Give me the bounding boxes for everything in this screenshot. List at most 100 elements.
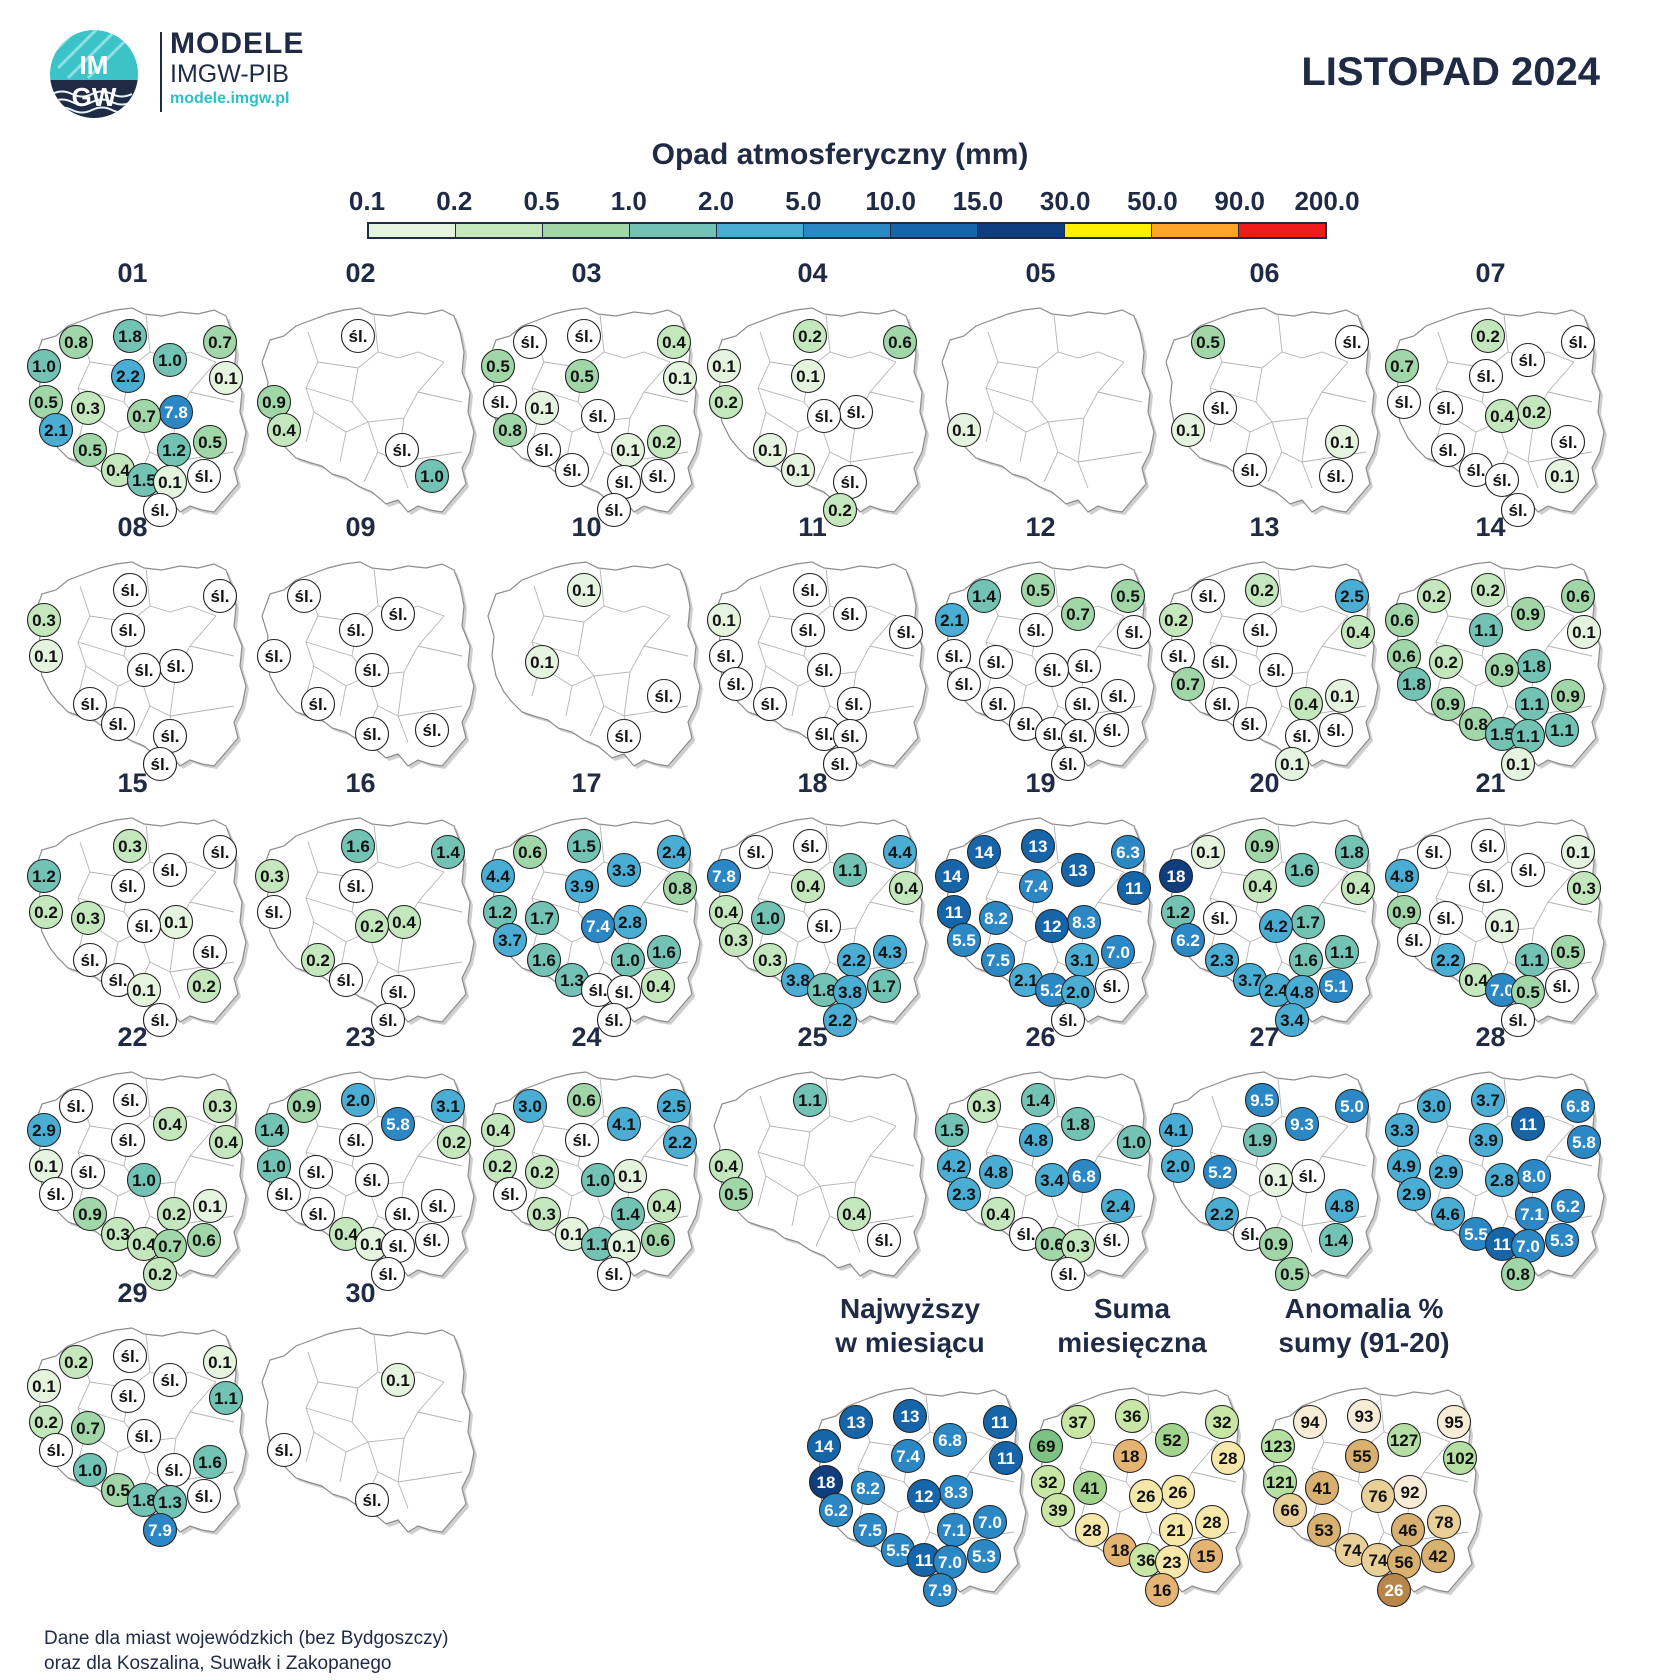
station-marker [750,900,786,936]
station-value-label: 0.5 [724,1185,748,1204]
station-value-label: 0.5 [1280,1265,1304,1284]
station-marker [882,324,918,360]
voivodeship-border [1321,391,1367,403]
station-marker [1020,1082,1056,1118]
station-marker [208,1380,244,1416]
station-value-label: 0.1 [34,1157,58,1176]
day-label: 09 [345,512,376,542]
station-value-label: śl. [841,605,860,624]
station-marker [192,1444,228,1480]
station-value-label: 0.4 [796,877,820,896]
station-value-label: 0.8 [668,879,692,898]
station-marker [1500,1256,1536,1292]
station-marker [1470,572,1506,608]
voivodeship-border [145,567,151,607]
station-value-label: śl. [1059,755,1078,774]
station-marker [338,612,374,648]
station-value-label: 5.8 [386,1115,410,1134]
station-marker [192,424,228,460]
station-value-label: 0.1 [1566,843,1590,862]
station-marker [1340,614,1376,650]
station-value-label: 1.0 [1122,1133,1146,1152]
station-value-label: śl. [1405,931,1424,950]
station-marker [882,834,918,870]
station-marker [1274,1002,1310,1038]
day-panel: 14 0.6 0.2 0.2 0.9 0.6 0.1 0.6 0.2 1.1 1.8 1.8 0.9 0.… [1378,512,1607,782]
station-value-label: 55 [1353,1447,1372,1466]
voivodeship-border [1281,451,1303,463]
station-value-label: 0.4 [106,461,130,480]
station-value-label: 95 [1445,1413,1464,1432]
station-value-label: 11 [915,1551,933,1570]
station-value-label: śl. [1299,1167,1318,1186]
station-value-label: śl. [265,903,284,922]
station-marker [1204,686,1240,722]
voivodeship-border [1077,451,1143,463]
station-value-label: 0.1 [530,653,554,672]
station-value-label: 0.4 [1346,879,1370,898]
station-value-label: śl. [1069,727,1088,746]
station-value-label: 0.2 [1434,653,1458,672]
station-marker [1100,934,1136,970]
station-value-label: 0.9 [262,393,286,412]
station-value-label: śl. [955,675,974,694]
station-value-label: śl. [815,725,834,744]
voivodeship-border [149,961,171,973]
voivodeship-border [1097,901,1143,913]
legend-tick-label: 15.0 [952,186,1004,216]
station-value-label: 6.8 [1566,1097,1590,1116]
station-marker [790,868,826,904]
station-value-label: 0.5 [34,393,58,412]
station-value-label: 2.2 [1210,1205,1234,1224]
station-marker [596,492,632,528]
voivodeship-border [1057,451,1079,463]
voivodeship-border [1147,1393,1153,1433]
station-marker [208,1124,244,1160]
station-value-label: 2.9 [1402,1185,1426,1204]
voivodeship-border [339,1451,347,1483]
station-value-label: 1.1 [1520,695,1544,714]
voivodeship-border [1547,645,1593,657]
station-marker [1566,614,1602,650]
station-marker [646,1188,682,1224]
station-value-label: śl. [121,1091,140,1110]
station-value-label: śl. [605,1265,624,1284]
station-marker [1258,908,1294,944]
legend-swatch [1239,224,1325,237]
station-marker [384,432,420,468]
day-label: 27 [1249,1022,1280,1052]
station-marker [718,1176,754,1212]
station-value-label: 1.7 [1296,913,1320,932]
station-marker [1158,1112,1194,1148]
station-marker [300,942,336,978]
station-value-label: 1.0 [262,1157,286,1176]
station-value-label: 13 [901,1407,920,1426]
legend-colorbar [367,222,1327,239]
station-value-label: 0.6 [646,1231,670,1250]
station-marker [526,942,562,978]
voivodeship-border [169,705,235,717]
station-value-label: śl. [1439,441,1458,460]
station-value-label: 0.5 [570,367,594,386]
day-label: 08 [117,512,148,542]
station-value-label: 1.5 [1490,725,1514,744]
day-panel: 07 0.7 0.2 śl. śl. śl. śl. śl. 0.2 0.4 śl. śl. śl. śl… [1378,258,1607,528]
station-value-label: 0.2 [828,501,852,520]
station-value-label: śl. [265,647,284,666]
station-marker [142,1256,178,1292]
station-marker [1500,1002,1536,1038]
station-marker [1260,1428,1296,1464]
day-map: 14 14 13 13 6.3 11 11 8.2 7.4 8.3 5.5 12 7.0 7.5 3.1 2.… [934,817,1157,1038]
station-marker [58,1088,94,1124]
station-marker [1074,1512,1110,1548]
station-marker [1050,1256,1086,1292]
station-value-label: śl. [1395,393,1414,412]
station-value-label: 13 [1069,861,1088,880]
station-value-label: 0.2 [652,433,676,452]
legend-swatch [1065,224,1152,237]
day-panel: 17 4.4 0.6 1.5 3.3 2.4 0.8 1.2 1.7 3.9 2.8 3.7 7.4 1.… [474,768,703,1038]
station-marker [1386,1422,1422,1458]
station-value-label: 1.8 [1522,657,1546,676]
brand-url[interactable]: modele.imgw.pl [170,90,290,107]
station-value-label: 121 [1266,1473,1294,1492]
